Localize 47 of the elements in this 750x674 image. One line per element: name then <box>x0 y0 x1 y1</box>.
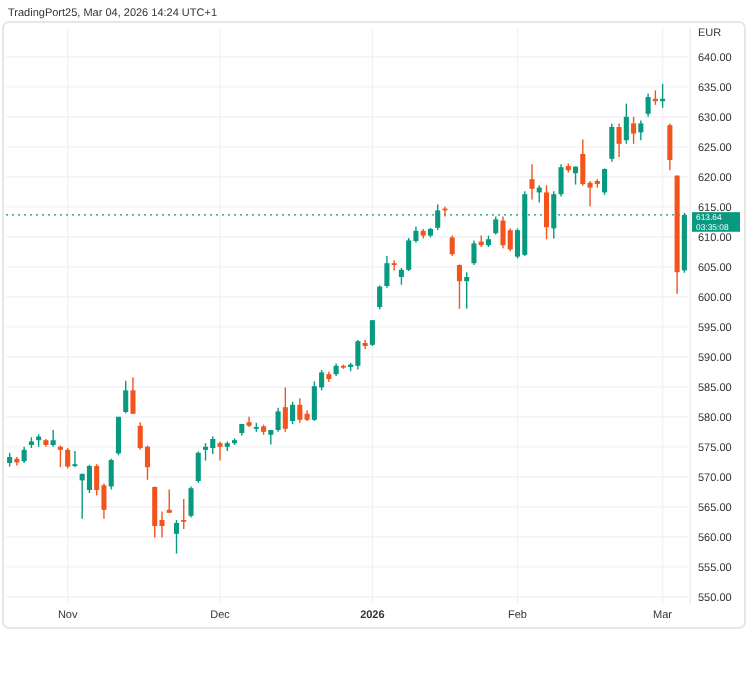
candlestick <box>580 138 586 187</box>
candlestick <box>602 167 608 196</box>
candlestick <box>667 122 673 171</box>
candlestick <box>115 416 121 456</box>
candlestick <box>65 447 71 470</box>
candlestick <box>188 485 194 519</box>
candlestick <box>290 401 296 425</box>
candlestick <box>377 284 383 311</box>
candlestick <box>123 380 129 414</box>
candlestick <box>369 319 375 347</box>
candlestick <box>449 234 455 257</box>
candlestick <box>609 122 615 163</box>
candlestick <box>195 450 201 484</box>
candlestick <box>638 119 644 141</box>
candlestick <box>275 407 281 433</box>
candlestick <box>181 498 187 530</box>
candlestick <box>57 444 63 468</box>
candlestick <box>72 450 78 468</box>
candlestick <box>616 122 622 158</box>
candlestick <box>456 263 462 310</box>
candlestick <box>173 519 180 555</box>
candlestick <box>631 116 637 145</box>
candlestick <box>130 376 136 415</box>
candlestick <box>268 429 274 446</box>
candlestick <box>500 215 506 249</box>
candlestick <box>464 271 470 310</box>
candlestick <box>645 92 651 118</box>
candlestick <box>152 485 158 539</box>
candlestick <box>297 397 303 424</box>
candlestick <box>362 339 368 350</box>
candlestick <box>166 488 172 514</box>
candlestick <box>558 163 564 198</box>
candlestick <box>391 259 397 272</box>
candlestick <box>355 339 361 371</box>
candlestick <box>217 440 223 462</box>
candlestick <box>311 380 317 422</box>
candlestick <box>507 227 513 252</box>
candlestick <box>406 237 412 272</box>
candlestick <box>623 102 629 145</box>
candlestick <box>384 255 390 289</box>
candlestick <box>529 163 535 201</box>
candlestick <box>471 239 477 266</box>
candlestick <box>50 429 56 448</box>
candlestick <box>108 458 114 491</box>
candlestick <box>86 464 92 494</box>
candlestick <box>543 184 550 240</box>
candlestick <box>282 386 288 433</box>
